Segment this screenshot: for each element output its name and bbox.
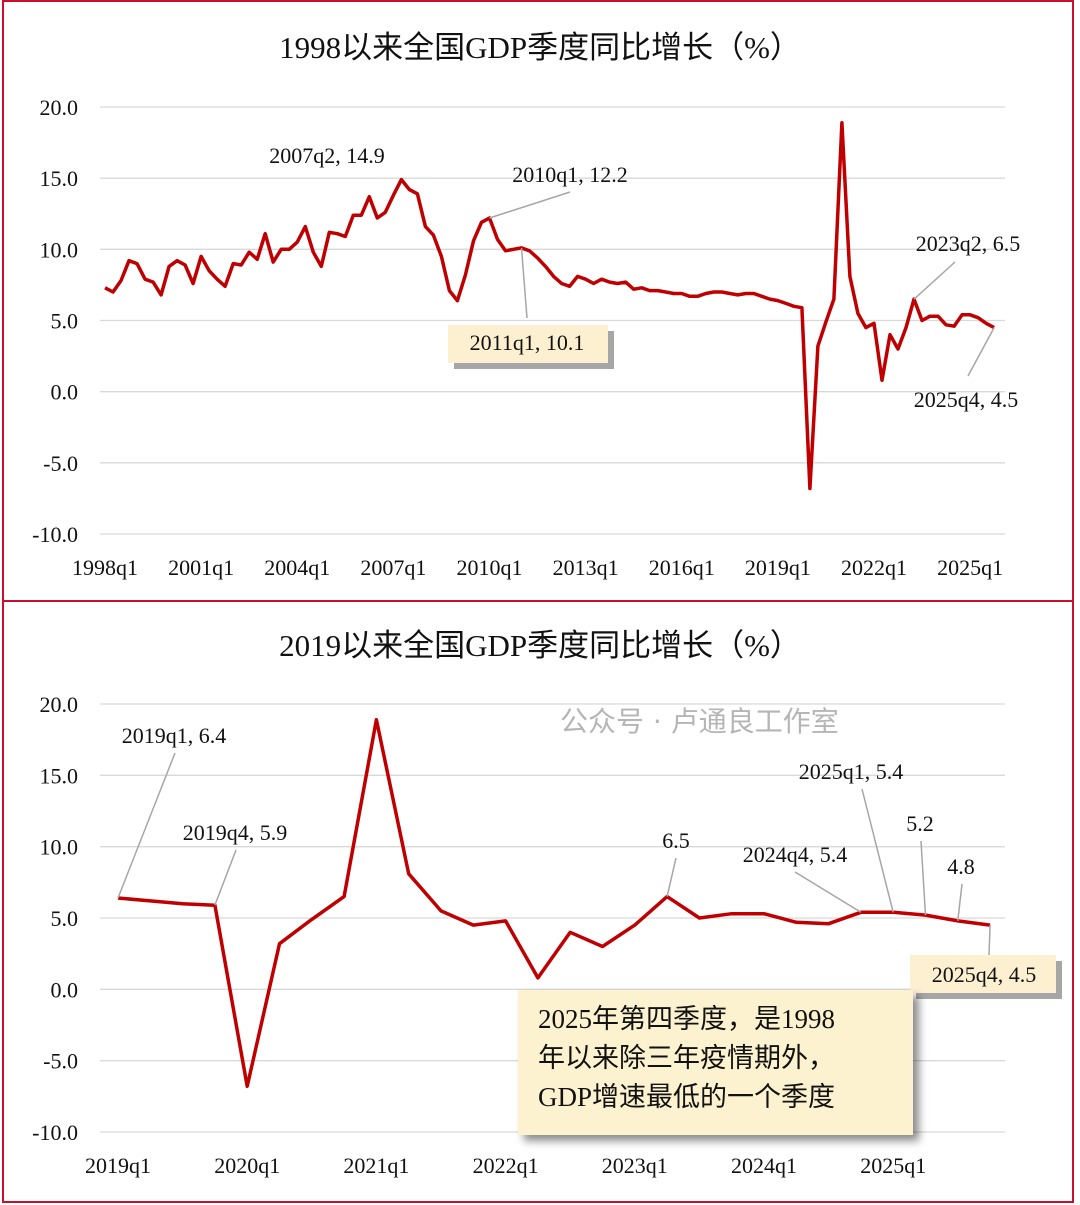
y-tick-label: -5.0 (43, 1049, 78, 1074)
x-tick-label: 2019q1 (745, 555, 811, 580)
x-tick-label: 2010q1 (456, 555, 522, 580)
x-tick-label: 2004q1 (264, 555, 330, 580)
x-tick-label: 2025q1 (860, 1153, 926, 1178)
x-tick-label: 2020q1 (214, 1153, 280, 1178)
y-tick-label: 10.0 (40, 835, 79, 860)
annotation-leader-line (861, 788, 894, 913)
data-label: 2023q2, 6.5 (916, 231, 1021, 256)
y-tick-label: 20.0 (40, 692, 79, 717)
annotation-leader-line (913, 261, 956, 300)
data-label: 2019q4, 5.9 (183, 820, 288, 845)
y-tick-label: -10.0 (32, 1120, 78, 1145)
annotation-leader-line (967, 327, 995, 377)
x-tick-label: 2007q1 (360, 555, 426, 580)
y-tick-label: 15.0 (40, 166, 79, 191)
chart-title: 1998以来全国GDP季度同比增长（%） (279, 30, 801, 65)
y-tick-label: 15.0 (40, 763, 79, 788)
annotation-leader-line (520, 247, 528, 319)
watermark: 公众号 · 卢通良工作室 (560, 705, 839, 738)
annotation-leader-line (666, 857, 677, 897)
gdp-series-line (117, 717, 991, 1089)
x-tick-label: 2025q1 (937, 555, 1003, 580)
chart-title: 2019以来全国GDP季度同比增长（%） (279, 628, 801, 663)
gdp-series-line (104, 120, 995, 491)
note-line: GDP增速最低的一个季度 (538, 1082, 836, 1112)
annotation-leader-line (988, 925, 991, 956)
data-label: 2010q1, 12.2 (512, 162, 628, 187)
chart-panel-2019 (2, 600, 1074, 1203)
note-line: 年以来除三年疫情期外， (538, 1043, 835, 1073)
y-tick-label: -5.0 (43, 451, 78, 476)
y-tick-label: 0.0 (51, 380, 79, 405)
annotation-leader-line (214, 849, 237, 906)
y-tick-label: 5.0 (51, 309, 79, 334)
data-label: 2024q4, 5.4 (743, 842, 848, 867)
x-tick-label: 2024q1 (731, 1153, 797, 1178)
annotation-leader-line (794, 871, 862, 913)
data-label: 2011q1, 10.1 (470, 330, 585, 355)
y-tick-label: 5.0 (51, 906, 79, 931)
note-box: 2025年第四季度，是1998 年以来除三年疫情期外， GDP增速最低的一个季度 (518, 990, 913, 1135)
data-label: 6.5 (662, 828, 690, 853)
data-label: 5.2 (906, 811, 934, 836)
x-tick-label: 1998q1 (72, 555, 138, 580)
annotation-leader-line (117, 752, 176, 899)
data-label: 2019q1, 6.4 (122, 723, 227, 748)
x-tick-label: 2022q1 (473, 1153, 539, 1178)
x-tick-label: 2016q1 (649, 555, 715, 580)
data-label: 2025q4, 4.5 (932, 962, 1037, 987)
data-label: 2025q4, 4.5 (914, 387, 1019, 412)
x-tick-label: 2001q1 (168, 555, 234, 580)
y-tick-label: 20.0 (40, 95, 79, 120)
data-label: 2025q1, 5.4 (799, 759, 904, 784)
annotation-leader-line (920, 840, 927, 916)
x-tick-label: 2021q1 (343, 1153, 409, 1178)
y-tick-label: 10.0 (40, 237, 79, 262)
data-label: 4.8 (947, 854, 975, 879)
x-tick-label: 2022q1 (841, 555, 907, 580)
annotation-leader-line (489, 191, 571, 219)
annotation-leader-line (957, 883, 963, 921)
annotation-box (448, 325, 608, 363)
x-tick-label: 2013q1 (553, 555, 619, 580)
annotation-box (910, 955, 1056, 993)
y-tick-label: 0.0 (51, 977, 79, 1002)
y-tick-label: -10.0 (32, 522, 78, 547)
x-tick-label: 2019q1 (85, 1153, 151, 1178)
x-tick-label: 2023q1 (602, 1153, 668, 1178)
data-label: 2007q2, 14.9 (269, 143, 385, 168)
note-line: 2025年第四季度，是1998 (538, 1004, 835, 1034)
